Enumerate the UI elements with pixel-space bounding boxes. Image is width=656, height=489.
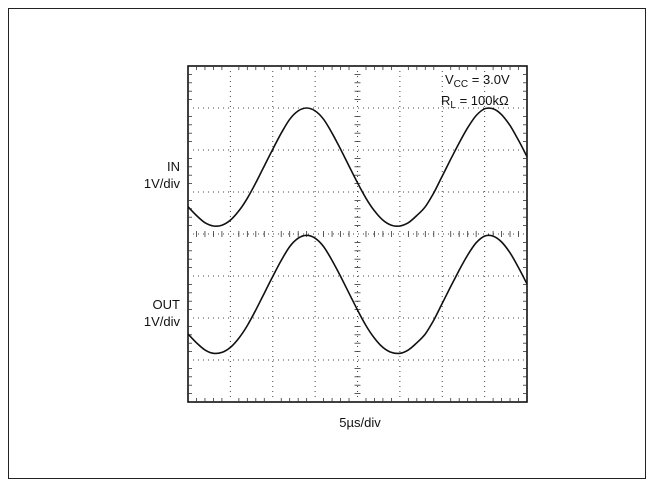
x-axis-label: 5µs/div	[339, 415, 381, 430]
figure-frame	[8, 8, 646, 479]
rl-annotation: RL = 100kΩ	[441, 92, 509, 111]
in-channel-label: IN 1V/div	[110, 158, 180, 192]
vcc-symbol: V	[445, 72, 454, 87]
vcc-value: = 3.0V	[468, 72, 510, 87]
rl-value: = 100kΩ	[455, 93, 509, 108]
out-trace	[187, 234, 528, 355]
in-label-name: IN	[167, 159, 180, 174]
in-trace	[187, 107, 528, 227]
rl-subscript: L	[450, 100, 456, 111]
vcc-annotation: VCC = 3.0V	[445, 71, 510, 90]
in-label-scale: 1V/div	[143, 176, 180, 191]
rl-symbol: R	[441, 93, 451, 108]
grid	[188, 66, 527, 402]
out-label-name: OUT	[152, 297, 180, 312]
vcc-subscript: CC	[453, 79, 469, 90]
out-label-scale: 1V/div	[143, 314, 180, 329]
out-channel-label: OUT 1V/div	[110, 296, 180, 330]
traces	[187, 107, 528, 355]
